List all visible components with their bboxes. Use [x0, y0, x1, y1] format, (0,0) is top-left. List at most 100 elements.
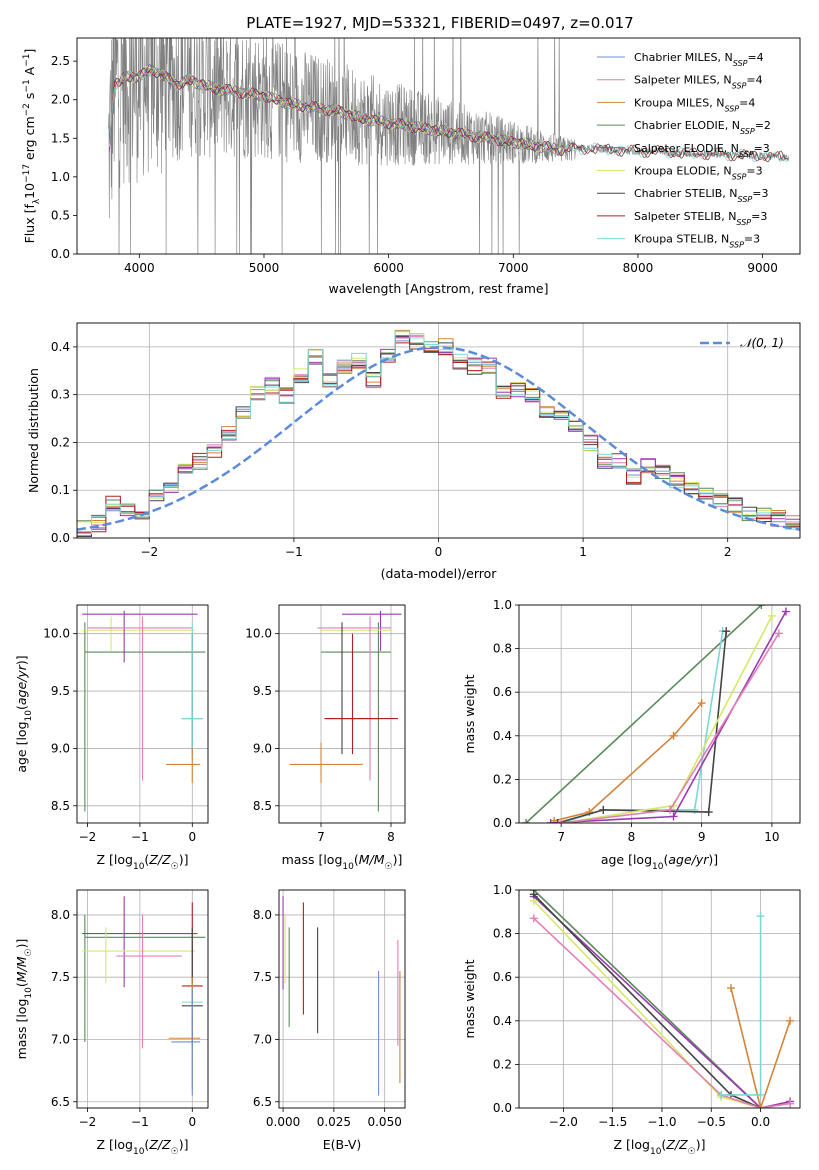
weight-marker-kroupa_elodie [767, 611, 776, 620]
axes-frame [76, 604, 209, 824]
legend-label-normal: 𝒩(0, 1) [740, 336, 784, 350]
weight-line-salpeter_miles [533, 917, 791, 1108]
y-tick-label: 0.4 [51, 340, 70, 354]
axes-frame [518, 604, 801, 824]
y-tick-label: 8.5 [253, 799, 272, 813]
y-tick-label: 1.0 [493, 598, 512, 612]
weight-marker-kroupa_miles [786, 1016, 795, 1025]
normal-curve [77, 346, 800, 531]
weight-vs-z-plot [529, 890, 795, 1108]
y-tick-label: 9.5 [51, 684, 70, 698]
axis-ticks: 4000 5000 6000 7000 8000 9000 0.0 0.5 1.0 1.5 2.0 2… [51, 54, 778, 275]
y-tick-label: 6.5 [51, 1095, 70, 1109]
x-tick-label: 0.0 [751, 1115, 770, 1129]
age-vs-z-panel: −2 −1 0 8.5 9.0 9.5 10.0 Z [log10(Z/Z☉)] age [lo… [14, 604, 209, 872]
y-tick-label: 1.5 [51, 131, 70, 145]
y-tick-label: 0.0 [51, 247, 70, 261]
x-tick-label: 7000 [498, 261, 529, 275]
x-tick-label: 9 [698, 830, 706, 844]
y-tick-label: 7.5 [253, 970, 272, 984]
x-tick-label: 0 [188, 1115, 196, 1129]
figure-title: PLATE=1927, MJD=53321, FIBERID=0497, z=0… [246, 14, 633, 32]
y-tick-label: 0.4 [493, 729, 512, 743]
x-tick-label: −2 [140, 545, 158, 559]
weight-vs-age-panel: 7 8 9 10 0.0 0.2 0.4 0.6 0.8 1.0 age [log10(age/yr… [462, 598, 801, 872]
x-tick-label: 8000 [623, 261, 654, 275]
y-tick-label: 8.5 [51, 799, 70, 813]
x-axis-label: Z [log10(Z/Z☉)] [614, 1137, 706, 1157]
y-tick-label: 8.0 [253, 908, 272, 922]
axes-frame [76, 889, 209, 1109]
weight-marker-kroupa_stelib [717, 1090, 726, 1099]
x-tick-label: 8 [628, 830, 636, 844]
axes-frame [76, 322, 801, 539]
legend-label-salpeter_elodie: Salpeter ELODIE, NSSP=3 [634, 142, 770, 159]
y-tick-label: 0.3 [51, 388, 70, 402]
y-axis-label: Normed distribution [26, 368, 41, 493]
weight-marker-salpeter_miles [786, 1099, 795, 1108]
weight-marker-chabrier_stelib [722, 627, 731, 636]
y-tick-label: 0.0 [51, 531, 70, 545]
y-tick-label: 0.6 [493, 685, 512, 699]
y-tick-label: 9.5 [253, 684, 272, 698]
y-tick-label: 6.5 [253, 1095, 272, 1109]
y-axis-label: mass weight [462, 959, 477, 1038]
y-tick-label: 7.0 [51, 1032, 70, 1046]
legend-label-kroupa_stelib: Kroupa STELIB, NSSP=3 [634, 233, 760, 250]
y-axis-label: Flux [fλ10−17 erg cm−2 s−1 A−1] [22, 49, 42, 244]
x-tick-label: −1.0 [647, 1115, 676, 1129]
legend-label-chabrier_miles: Chabrier MILES, NSSP=4 [634, 51, 764, 68]
y-tick-label: 2.0 [51, 93, 70, 107]
x-axis-label: age [log10(age/yr)] [601, 852, 718, 872]
y-tick-label: 0.0 [493, 1101, 512, 1115]
x-tick-label: −1 [131, 1115, 149, 1129]
x-tick-label: 9000 [747, 261, 778, 275]
x-tick-label: −1 [285, 545, 303, 559]
weight-marker-chabrier_stelib [704, 808, 713, 817]
weight-line-kroupa_miles [730, 987, 791, 1108]
x-tick-label: 0.050 [367, 1115, 401, 1129]
x-tick-label: 10 [764, 830, 779, 844]
weight-marker-kroupa_miles [756, 1104, 765, 1108]
age-vs-z-plot [82, 610, 206, 812]
x-tick-label: −0.5 [697, 1115, 726, 1129]
weight-marker-salpeter_miles [666, 805, 675, 814]
y-tick-label: 1.0 [493, 883, 512, 897]
legend-label-chabrier_stelib: Chabrier STELIB, NSSP=3 [634, 187, 768, 204]
x-tick-label: 0.000 [266, 1115, 300, 1129]
weight-marker-kroupa_miles [669, 731, 678, 740]
y-tick-label: 0.1 [51, 483, 70, 497]
y-tick-label: 9.0 [51, 741, 70, 755]
x-axis-label: mass [log10(M/M☉)] [282, 852, 403, 872]
legend-label-salpeter_stelib: Salpeter STELIB, NSSP=3 [634, 210, 767, 227]
weight-marker-kroupa_miles [726, 984, 735, 993]
weight-line-salpeter_elodie [533, 895, 791, 1108]
y-tick-label: 9.0 [253, 741, 272, 755]
y-tick-label: 2.5 [51, 54, 70, 68]
y-tick-label: 0.2 [51, 435, 70, 449]
axis-ticks: −2 −1 0 8.5 9.0 9.5 10.0 [43, 605, 208, 844]
legend-label-kroupa_elodie: Kroupa ELODIE, NSSP=3 [634, 165, 763, 182]
model-spectrum-kroupa_stelib [109, 67, 788, 163]
x-axis-label: Z [log10(Z/Z☉)] [97, 852, 189, 872]
x-tick-label: 0 [435, 545, 443, 559]
weight-marker-chabrier_elodie [522, 819, 531, 823]
y-tick-label: 8.0 [51, 908, 70, 922]
x-tick-label: −1 [131, 830, 149, 844]
weight-marker-chabrier_elodie [757, 605, 766, 609]
axes-frame [518, 889, 801, 1109]
y-axis-label: mass weight [462, 674, 477, 753]
y-tick-label: 0.8 [493, 642, 512, 656]
weight-marker-chabrier_stelib [599, 805, 608, 814]
y-tick-label: 0.0 [493, 816, 512, 830]
x-tick-label: −2.0 [549, 1115, 578, 1129]
weight-marker-kroupa_miles [550, 816, 559, 823]
legend: Chabrier MILES, NSSP=4 Salpeter MILES, NS… [597, 51, 771, 249]
y-tick-label: 0.5 [51, 208, 70, 222]
spectrum-panel: 4000 5000 6000 7000 8000 9000 0.0 0.5 1.0 1.5 2.0 2… [22, 37, 801, 296]
weight-marker-salpeter_miles [557, 819, 566, 823]
age-vs-mass-panel: 7 8 8.5 9.0 9.5 10.0 mass [log10(M/M☉)] [245, 604, 406, 872]
x-tick-label: 2 [724, 545, 732, 559]
x-tick-label: −2 [79, 830, 97, 844]
y-axis-label: mass [log10(M/M☉)] [14, 939, 34, 1060]
